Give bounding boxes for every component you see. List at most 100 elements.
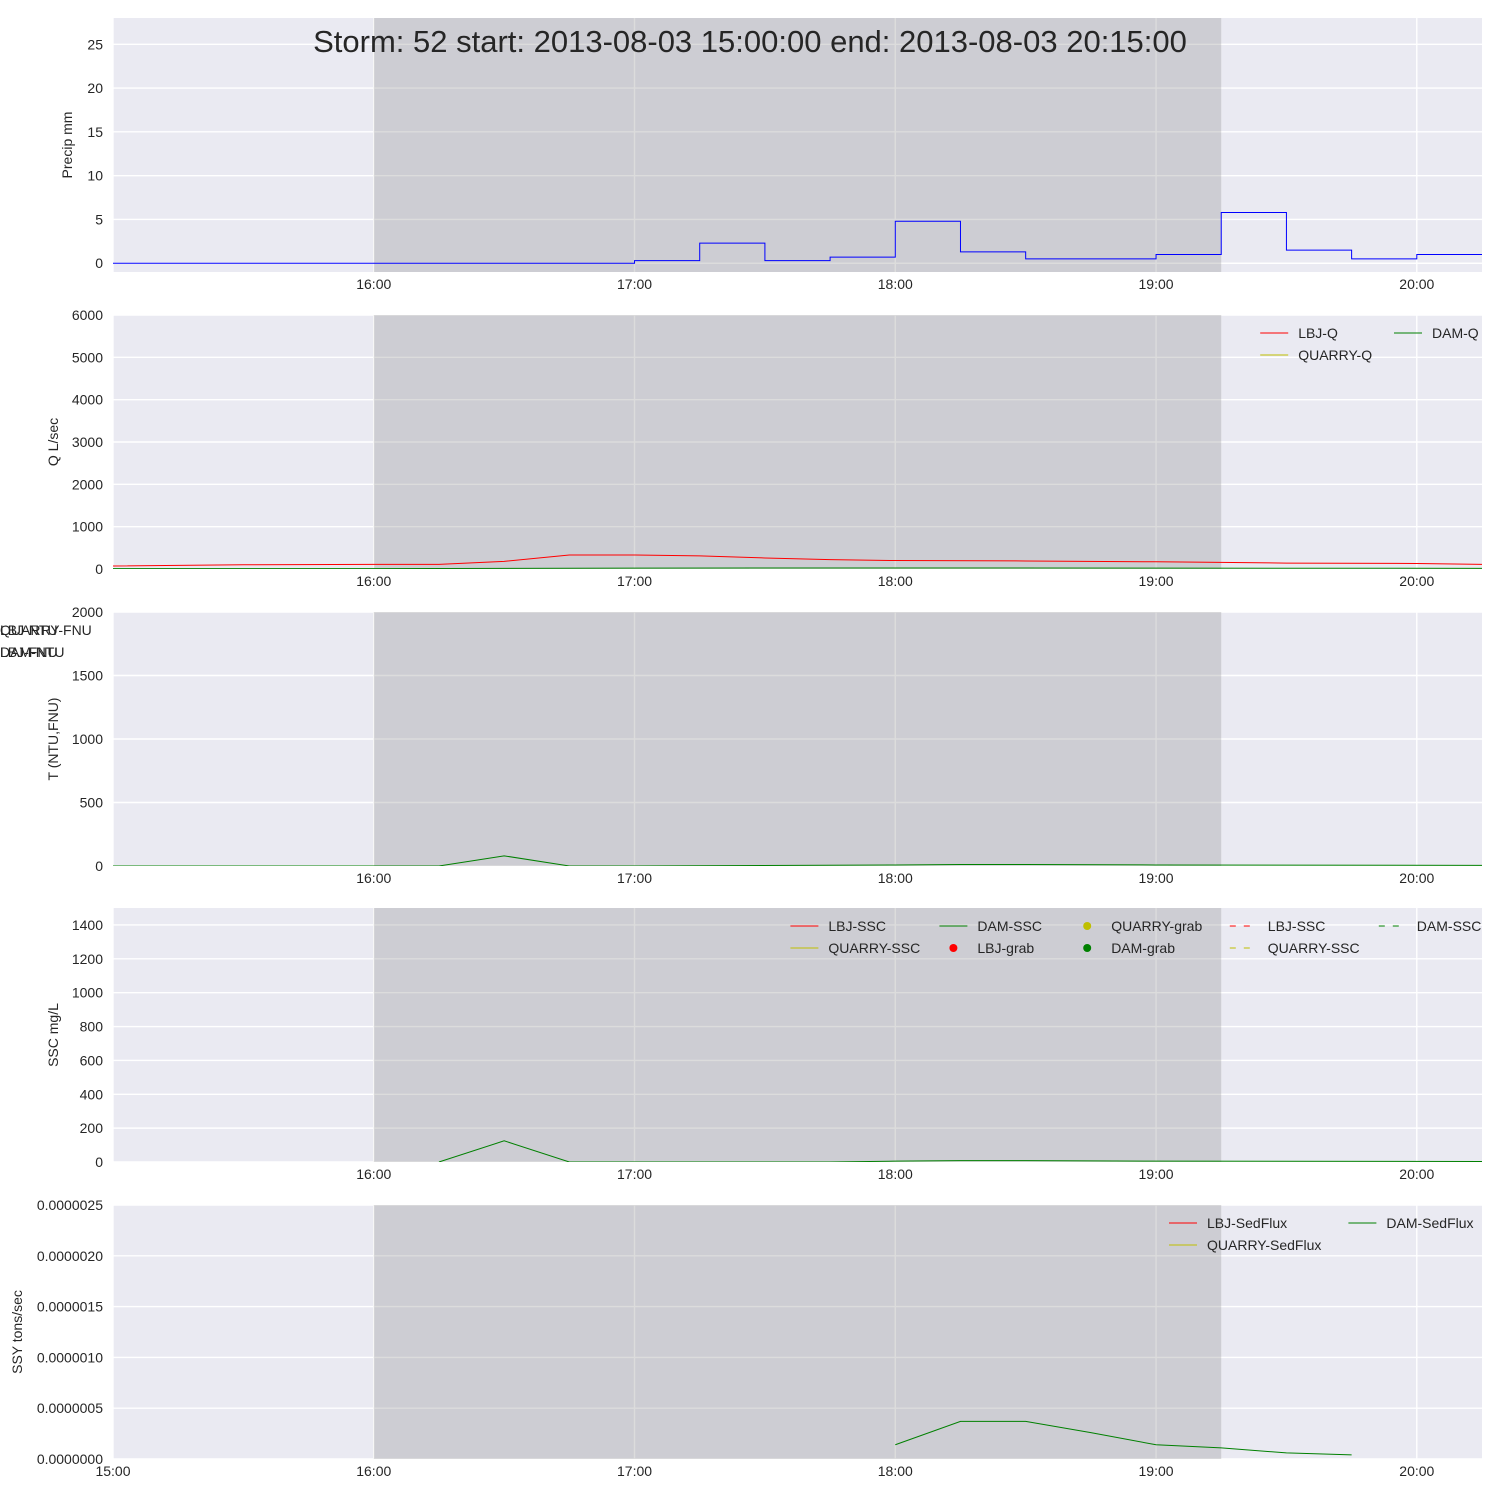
panel-turbidity: 0 500 1000 1500 2000 16:00 17:00 18:00 19:00 20:0… <box>0 604 1482 886</box>
ssc-ytick-label: 1200 <box>72 951 103 967</box>
series-lbj-q-discharge <box>113 554 1482 567</box>
precip-xtick-label: 19:00 <box>1139 276 1174 292</box>
legend-label-quarry-q: QUARRY-Q <box>1298 347 1372 363</box>
turbidity-storm-window <box>373 612 1222 866</box>
ssc-plot-area <box>113 908 1482 1162</box>
discharge-ytick-label: 0 <box>95 561 103 577</box>
panel-sedflux: 0.0000000 0.0000005 0.0000010 0.0000015 0.00… <box>9 1197 1482 1479</box>
discharge-legend: LBJ-Q QUARRY-Q DAM-Q <box>1260 325 1479 363</box>
discharge-ytick-label: 1000 <box>72 519 103 535</box>
legend-swatch-lbj-grab <box>949 944 958 952</box>
sedflux-ytick-label: 0.0000000 <box>37 1451 103 1467</box>
legend-label-quarry-grab: QUARRY-grab <box>1111 918 1202 934</box>
sedflux-xtick-label: 17:00 <box>617 1463 652 1479</box>
turbidity-xtick-label: 19:00 <box>1139 870 1174 886</box>
precip-xtick-label: 18:00 <box>878 276 913 292</box>
turbidity-xtick-label: 20:00 <box>1399 870 1434 886</box>
legend-label-quarry-fnu: QUARRY-FNU <box>0 622 92 638</box>
turbidity-legend: LBJ-NTU LBJ-FNU QUARRY-FNU DAM-NTU <box>0 622 92 660</box>
sedflux-storm-window <box>373 1205 1222 1459</box>
legend-label-quarry-ssc: QUARRY-SSC <box>1268 940 1360 956</box>
discharge-xtick-label: 17:00 <box>617 573 652 589</box>
turbidity-ylabel: T (NTU,FNU) <box>45 698 61 781</box>
turbidity-ytick-label: 2000 <box>72 604 103 620</box>
ssc-xtick-label: 16:00 <box>356 1166 391 1182</box>
turbidity-ytick-label: 1500 <box>72 668 103 684</box>
discharge-ytick-label: 6000 <box>72 307 103 323</box>
legend-label-dam-sedflux: DAM-SedFlux <box>1386 1215 1473 1231</box>
series-dam-q-discharge <box>113 567 1482 569</box>
ssc-storm-window <box>373 908 1222 1162</box>
legend-label-dam-grab: DAM-grab <box>1111 940 1175 956</box>
legend-swatch-dam-grab <box>1083 944 1092 952</box>
legend-label-dam-ssc: DAM-SSC <box>977 918 1042 934</box>
discharge-ytick-label: 2000 <box>72 476 103 492</box>
discharge-xtick-label: 16:00 <box>356 573 391 589</box>
legend-label-lbj-ssc: LBJ-SSC <box>828 918 886 934</box>
discharge-xtick-label: 18:00 <box>878 573 913 589</box>
legend-label-lbj-q: LBJ-Q <box>1298 325 1338 341</box>
discharge-storm-window <box>373 315 1222 569</box>
panel-discharge: 0 1000 2000 3000 4000 5000 6000 16:00 17:00 18:00… <box>45 307 1482 589</box>
ssc-xtick-label: 19:00 <box>1139 1166 1174 1182</box>
legend-label-lbj-grab: LBJ-grab <box>977 940 1034 956</box>
chart-title: Storm: 52 start: 2013-08-03 15:00:00 end… <box>313 24 1187 59</box>
precip-xtick-label: 17:00 <box>617 276 652 292</box>
discharge-ylabel: Q L/sec <box>45 418 61 466</box>
ssc-ytick-label: 800 <box>80 1019 104 1035</box>
legend-label-lbj-fnu: LBJ-FNU <box>0 644 58 660</box>
legend-label-dam-ntu: DAM-NTU <box>0 644 65 660</box>
series-precip-precip <box>113 211 1482 264</box>
precip-ytick-label: 5 <box>95 211 103 227</box>
ssc-ytick-label: 200 <box>80 1120 104 1136</box>
precip-xtick-label: 20:00 <box>1399 276 1434 292</box>
precip-storm-window <box>373 18 1222 272</box>
sedflux-legend: LBJ-SedFlux QUARRY-SedFlux DAM-SedFlux <box>1169 1215 1474 1253</box>
discharge-ytick-label: 4000 <box>72 392 103 408</box>
panel-precip: 0 5 10 15 20 25 16:00 17:00 18:00 19:00 20:00 Preci… <box>59 18 1482 292</box>
legend-label-dam-ssc: DAM-SSC <box>1417 918 1482 934</box>
ssc-ytick-label: 400 <box>80 1086 104 1102</box>
precip-ytick-label: 10 <box>87 168 103 184</box>
discharge-xtick-label: 20:00 <box>1399 573 1434 589</box>
ssc-xtick-label: 18:00 <box>878 1166 913 1182</box>
discharge-ytick-label: 5000 <box>72 349 103 365</box>
sedflux-ytick-label: 0.0000010 <box>37 1349 103 1365</box>
sedflux-ylabel: SSY tons/sec <box>9 1290 25 1374</box>
precip-ylabel: Precip mm <box>59 112 75 179</box>
turbidity-xtick-label: 18:00 <box>878 870 913 886</box>
precip-ytick-label: 15 <box>87 124 103 140</box>
legend-label-lbj-ssc: LBJ-SSC <box>1268 918 1326 934</box>
sedflux-xtick-label: 15:00 <box>95 1463 130 1479</box>
ssc-ytick-label: 600 <box>80 1052 104 1068</box>
sedflux-plot-area <box>113 1205 1482 1459</box>
legend-label-quarry-sedflux: QUARRY-SedFlux <box>1207 1237 1321 1253</box>
discharge-xtick-label: 19:00 <box>1139 573 1174 589</box>
precip-xtick-label: 16:00 <box>356 276 391 292</box>
panel-ssc: 0 200 400 600 800 1000 1200 1400 16:00 17:00 18:00… <box>45 908 1482 1182</box>
precip-ytick-label: 20 <box>87 80 103 96</box>
sedflux-xtick-label: 16:00 <box>356 1463 391 1479</box>
turbidity-xtick-label: 16:00 <box>356 870 391 886</box>
discharge-ytick-label: 3000 <box>72 434 103 450</box>
sedflux-ytick-label: 0.0000020 <box>37 1248 103 1264</box>
sedflux-ytick-label: 0.0000025 <box>37 1197 103 1213</box>
sedflux-ytick-label: 0.0000015 <box>37 1299 103 1315</box>
ssc-xtick-label: 20:00 <box>1399 1166 1434 1182</box>
legend-label-lbj-sedflux: LBJ-SedFlux <box>1207 1215 1287 1231</box>
turbidity-xtick-label: 17:00 <box>617 870 652 886</box>
ssc-legend: LBJ-SSC QUARRY-SSC DAM-SSC LBJ-grab QUARRY-g… <box>790 918 1481 956</box>
legend-label-dam-q: DAM-Q <box>1432 325 1479 341</box>
turbidity-ytick-label: 500 <box>80 795 104 811</box>
ssc-ytick-label: 0 <box>95 1154 103 1170</box>
precip-ytick-label: 0 <box>95 255 103 271</box>
sedflux-ytick-label: 0.0000005 <box>37 1400 103 1416</box>
sedflux-xtick-label: 20:00 <box>1399 1463 1434 1479</box>
legend-swatch-quarry-grab <box>1083 922 1092 930</box>
sedflux-xtick-label: 18:00 <box>878 1463 913 1479</box>
series-dam-ssc-ssc <box>438 1140 1482 1162</box>
ssc-ytick-label: 1000 <box>72 985 103 1001</box>
turbidity-ytick-label: 1000 <box>72 731 103 747</box>
precip-ytick-label: 25 <box>87 36 103 52</box>
